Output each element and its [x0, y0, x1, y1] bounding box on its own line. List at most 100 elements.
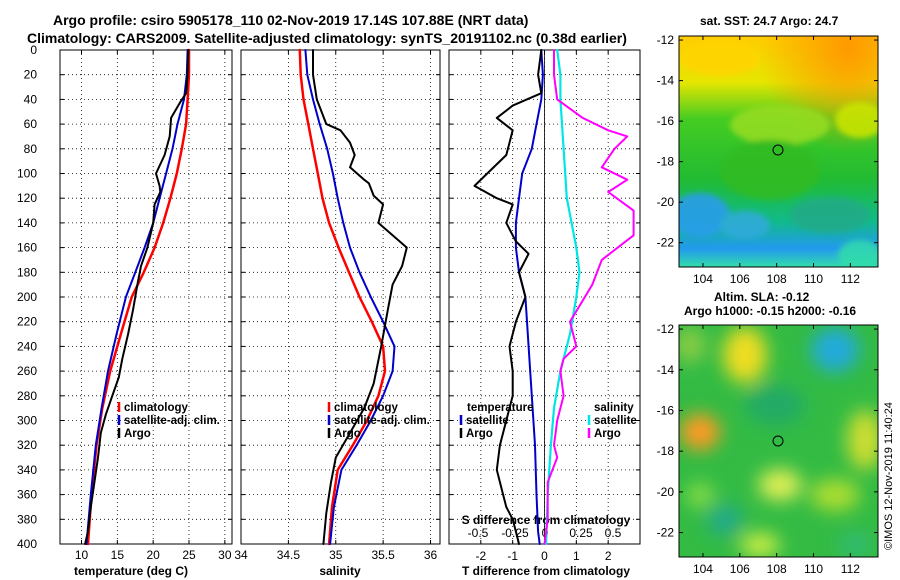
sst-map: 104 106 108 110 112 -12 -14 -16 -18 -20 -22 [657, 33, 879, 286]
y-tick-label: 200 [17, 290, 37, 304]
y-tick-label: 80 [24, 142, 38, 156]
y-tick-label: 40 [24, 92, 38, 106]
x-tick-label: 35.5 [371, 548, 395, 562]
x-tick-label-s: -0.5 [468, 526, 489, 540]
legend-title-temperature: temperature [467, 402, 533, 414]
y-tick-label: 20 [24, 68, 38, 82]
difference-panel: -2 -1 0 1 2-0.5 -0.25 0 0.25 0.5S difference fro… [448, 48, 641, 578]
legend-entry: climatology [124, 402, 189, 414]
y-tick-label: 140 [17, 216, 37, 230]
map-y-tick-label: -16 [657, 403, 675, 417]
plot-frame [59, 49, 233, 545]
x-tick-label: 25 [182, 548, 196, 562]
x-tick-label-s: -0.25 [501, 526, 529, 540]
y-tick-label: 240 [17, 339, 37, 353]
x-tick-label: 34.5 [277, 548, 301, 562]
map-x-tick-label: 112 [841, 562, 860, 576]
legend-entry: Argo [594, 428, 621, 440]
map-x-tick-label: 104 [693, 272, 713, 286]
map-x-tick-label: 110 [804, 272, 823, 286]
x-tick-label: 30 [218, 548, 232, 562]
x-tick-label: 1 [573, 549, 580, 563]
map-x-tick-label: 106 [730, 272, 750, 286]
map-x-tick-label: 104 [693, 562, 713, 576]
watermark: ©IMOS 12-Nov-2019 11:40:24 [883, 402, 895, 550]
y-tick-label: 300 [17, 414, 37, 428]
y-tick-label: 120 [17, 191, 37, 205]
legend-title-salinity: salinity [594, 402, 634, 414]
y-tick-label: 260 [17, 364, 37, 378]
map-y-tick-label: -16 [657, 114, 675, 128]
map-y-tick-label: -14 [657, 74, 675, 88]
map-y-tick-label: -12 [657, 322, 675, 336]
y-tick-label: 180 [17, 265, 37, 279]
map-y-tick-label: -14 [657, 363, 675, 377]
sla-map: 104 106 108 110 112 -12 -14 -16 -18 -20 -22 [657, 322, 879, 576]
legend-entry: Argo [334, 428, 361, 440]
x-tick-label: 35 [329, 548, 343, 562]
x-tick-label: 34 [234, 548, 248, 562]
y-tick-label: 160 [17, 241, 37, 255]
sla-map-subtitle: Argo h1000: -0.15 h2000: -0.16 [684, 304, 856, 318]
y-tick-label: 0 [30, 43, 37, 57]
y-tick-label: 380 [17, 512, 37, 526]
sla-argo-marker [772, 435, 784, 447]
y-tick-label: 60 [24, 117, 38, 131]
map-x-tick-label: 112 [841, 272, 860, 286]
map-y-tick-label: -12 [657, 33, 675, 47]
sst-map-title: sat. SST: 24.7 Argo: 24.7 [700, 14, 839, 28]
map-y-tick-label: -20 [657, 195, 675, 209]
x-tick-label: 10 [75, 548, 89, 562]
satellite-line [304, 49, 396, 545]
x-tick-label: -1 [507, 549, 518, 563]
legend-entry: satellite-adj. clim. [334, 415, 430, 427]
x-tick-label: -2 [475, 549, 486, 563]
map-y-tick-label: -22 [657, 526, 675, 540]
y-tick-label: 360 [17, 488, 37, 502]
figure-title-line1: Argo profile: csiro 5905178_110 02-Nov-2… [53, 12, 528, 28]
y-tick-label: 340 [17, 463, 37, 477]
x-tick-label: 0 [541, 549, 548, 563]
x-tick-label: 20 [146, 548, 160, 562]
legend-entry: satellite [466, 415, 509, 427]
map-x-tick-label: 108 [767, 562, 787, 576]
climatology-line [298, 48, 387, 546]
x-tick-label-s: 0.5 [605, 526, 622, 540]
legend-entry: climatology [334, 402, 399, 414]
temperature-argo-line [473, 49, 543, 545]
legend-entry: satellite-adj. clim. [124, 415, 220, 427]
figure-title-line2: Climatology: CARS2009. Satellite-adjuste… [27, 30, 627, 46]
salinity-satellite-line [545, 48, 581, 546]
y-tick-label: 320 [17, 438, 37, 452]
legend-entry: satellite [594, 415, 637, 427]
sla-map-title: Altim. SLA: -0.12 [714, 290, 810, 304]
map-x-tick-label: 106 [730, 562, 750, 576]
map-y-tick-label: -20 [657, 485, 675, 499]
temperature-panel: 10 15 20 25 30020406080100120140160180200220… [17, 43, 233, 578]
map-y-tick-label: -18 [657, 444, 675, 458]
map-y-tick-label: -18 [657, 155, 675, 169]
argo-line [312, 49, 408, 545]
satellite-line [85, 49, 189, 545]
y-tick-label: 400 [17, 537, 37, 551]
y-tick-label: 100 [17, 167, 37, 181]
climatology-line [86, 48, 191, 546]
y-tick-label: 220 [17, 315, 37, 329]
y-tick-label: 280 [17, 389, 37, 403]
salinity-panel: 34 34.5 35 35.5 36 climatologysatellite-adj. … [234, 48, 441, 578]
legend-entry: Argo [466, 428, 493, 440]
temperature-satellite-line [514, 49, 544, 545]
sst-argo-marker [772, 144, 784, 156]
argo-line [84, 49, 190, 545]
x-tick-label: 36 [424, 548, 438, 562]
map-x-tick-label: 108 [767, 272, 787, 286]
sst-map-frame [678, 35, 879, 268]
x-axis-label: T difference from climatology [462, 564, 630, 578]
legend-entry: Argo [124, 428, 151, 440]
x-axis-label: temperature (deg C) [74, 564, 188, 578]
sla-map-frame [678, 324, 879, 558]
map-x-tick-label: 110 [804, 562, 823, 576]
map-y-tick-label: -22 [657, 236, 675, 250]
x-tick-label-s: 0.25 [569, 526, 593, 540]
